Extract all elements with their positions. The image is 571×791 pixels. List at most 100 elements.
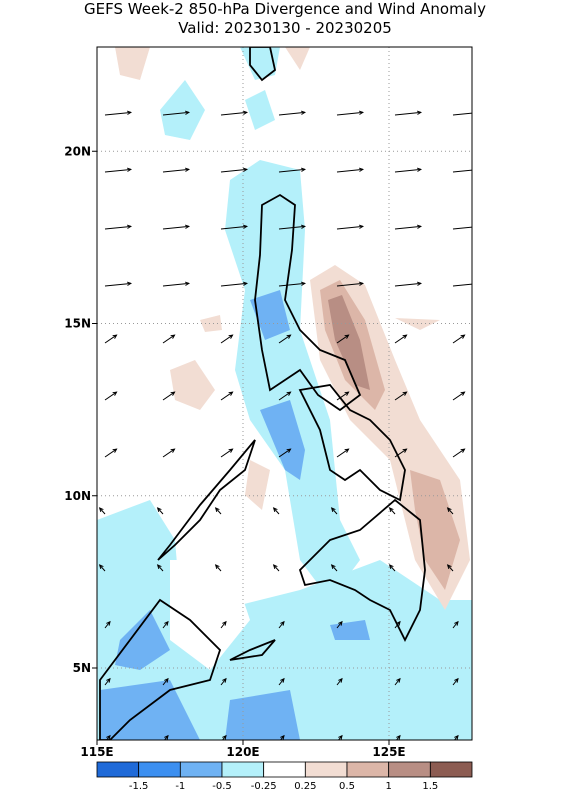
- wind-arrow: [220, 391, 234, 401]
- arrow-head: [98, 564, 104, 570]
- arrow-head: [126, 224, 133, 229]
- arrow-head: [170, 448, 176, 453]
- wind-arrow: [394, 391, 408, 401]
- colorbar-label: 0.25: [294, 781, 316, 791]
- wind-arrow: [452, 620, 459, 629]
- arrow-shaft: [104, 168, 131, 173]
- wind-arrow: [336, 281, 365, 287]
- wind-arrow: [336, 224, 365, 230]
- arrow-shaft: [394, 621, 401, 629]
- arrow-shaft: [162, 225, 189, 230]
- wind-arrow: [394, 334, 408, 344]
- arrow-shaft: [278, 111, 305, 116]
- arrow-shaft: [452, 391, 465, 401]
- wind-arrow: [162, 391, 176, 401]
- wind-arrow: [104, 391, 118, 401]
- arrow-head: [344, 448, 350, 453]
- wind-arrow: [220, 677, 227, 686]
- wind-arrow: [394, 448, 408, 458]
- arrow-head: [358, 167, 365, 172]
- wind-arrow: [394, 677, 401, 686]
- wind-arrow: [278, 620, 285, 629]
- arrow-head: [358, 281, 365, 286]
- arrow-shaft: [215, 507, 222, 515]
- arrow-head: [184, 110, 191, 115]
- arrow-shaft: [336, 621, 343, 629]
- wind-arrow: [336, 167, 365, 173]
- wind-arrow: [156, 507, 164, 515]
- colorbar-swatch: [346, 761, 390, 778]
- arrow-head: [338, 734, 343, 740]
- wind-arrow: [452, 334, 466, 344]
- arrow-shaft: [394, 225, 421, 230]
- title: GEFS Week-2 850-hPa Divergence and Wind …: [84, 0, 486, 18]
- wind-vectors: [98, 110, 479, 740]
- arrow-shaft: [336, 334, 349, 344]
- arrow-head: [300, 110, 307, 115]
- colorbar-label: 1: [385, 781, 391, 791]
- arrow-head: [344, 391, 350, 396]
- arrow-shaft: [452, 448, 465, 458]
- wind-arrow: [336, 620, 343, 629]
- wind-arrow: [394, 281, 423, 287]
- arrow-head: [214, 507, 220, 513]
- arrow-head: [338, 620, 343, 626]
- wind-arrow: [163, 734, 169, 740]
- wind-arrow: [278, 391, 292, 401]
- arrow-shaft: [394, 282, 421, 287]
- lon-tick-label: 115E: [80, 745, 113, 759]
- arrow-shaft: [220, 448, 233, 458]
- wind-arrow: [162, 281, 191, 287]
- colorbar-swatch: [138, 761, 181, 778]
- arrow-shaft: [278, 168, 305, 173]
- arrow-shaft: [336, 678, 343, 686]
- wind-arrow: [162, 110, 191, 116]
- arrow-head: [164, 677, 169, 683]
- arrow-head: [388, 507, 394, 513]
- arrow-head: [106, 620, 111, 626]
- colorbar-swatch: [263, 761, 306, 778]
- arrow-shaft: [104, 111, 131, 116]
- arrow-head: [286, 334, 292, 339]
- arrow-head: [156, 564, 162, 570]
- arrow-head: [106, 734, 111, 740]
- arrow-shaft: [104, 282, 131, 287]
- arrow-head: [475, 282, 479, 285]
- wind-arrow: [220, 620, 227, 629]
- wind-arrow: [162, 620, 169, 629]
- wind-arrow: [104, 167, 133, 173]
- arrow-head: [98, 507, 104, 513]
- wind-arrow: [220, 167, 249, 173]
- arrow-shaft: [104, 678, 111, 686]
- arrow-head: [242, 224, 249, 229]
- arrow-shaft: [162, 334, 175, 344]
- arrow-shaft: [104, 225, 131, 230]
- arrow-head: [280, 677, 285, 683]
- arrow-head: [475, 225, 479, 228]
- arrow-shaft: [162, 391, 175, 401]
- arrow-head: [446, 507, 452, 513]
- wind-arrow: [162, 167, 191, 173]
- arrow-shaft: [336, 111, 363, 116]
- lat-tick-label: 10N: [64, 489, 91, 503]
- arrow-head: [286, 448, 292, 453]
- lat-tick-label: 5N: [73, 661, 91, 675]
- wind-arrow: [336, 448, 350, 458]
- wind-arrow: [220, 224, 249, 230]
- arrow-shaft: [452, 226, 472, 230]
- colorbar-label: -0.25: [251, 781, 277, 791]
- arrow-shaft: [162, 168, 189, 173]
- arrow-head: [330, 564, 336, 570]
- colorbar-swatch: [388, 761, 431, 778]
- arrow-shaft: [278, 621, 285, 629]
- arrow-shaft: [452, 334, 465, 344]
- arrow-head: [242, 167, 249, 172]
- graticule: [97, 47, 472, 740]
- wind-arrow: [453, 734, 459, 740]
- wind-arrow: [279, 734, 285, 740]
- arrow-head: [454, 734, 459, 740]
- arrow-shaft: [452, 678, 459, 686]
- wind-arrow: [214, 564, 222, 572]
- arrow-head: [214, 564, 220, 570]
- arrow-shaft: [220, 111, 247, 116]
